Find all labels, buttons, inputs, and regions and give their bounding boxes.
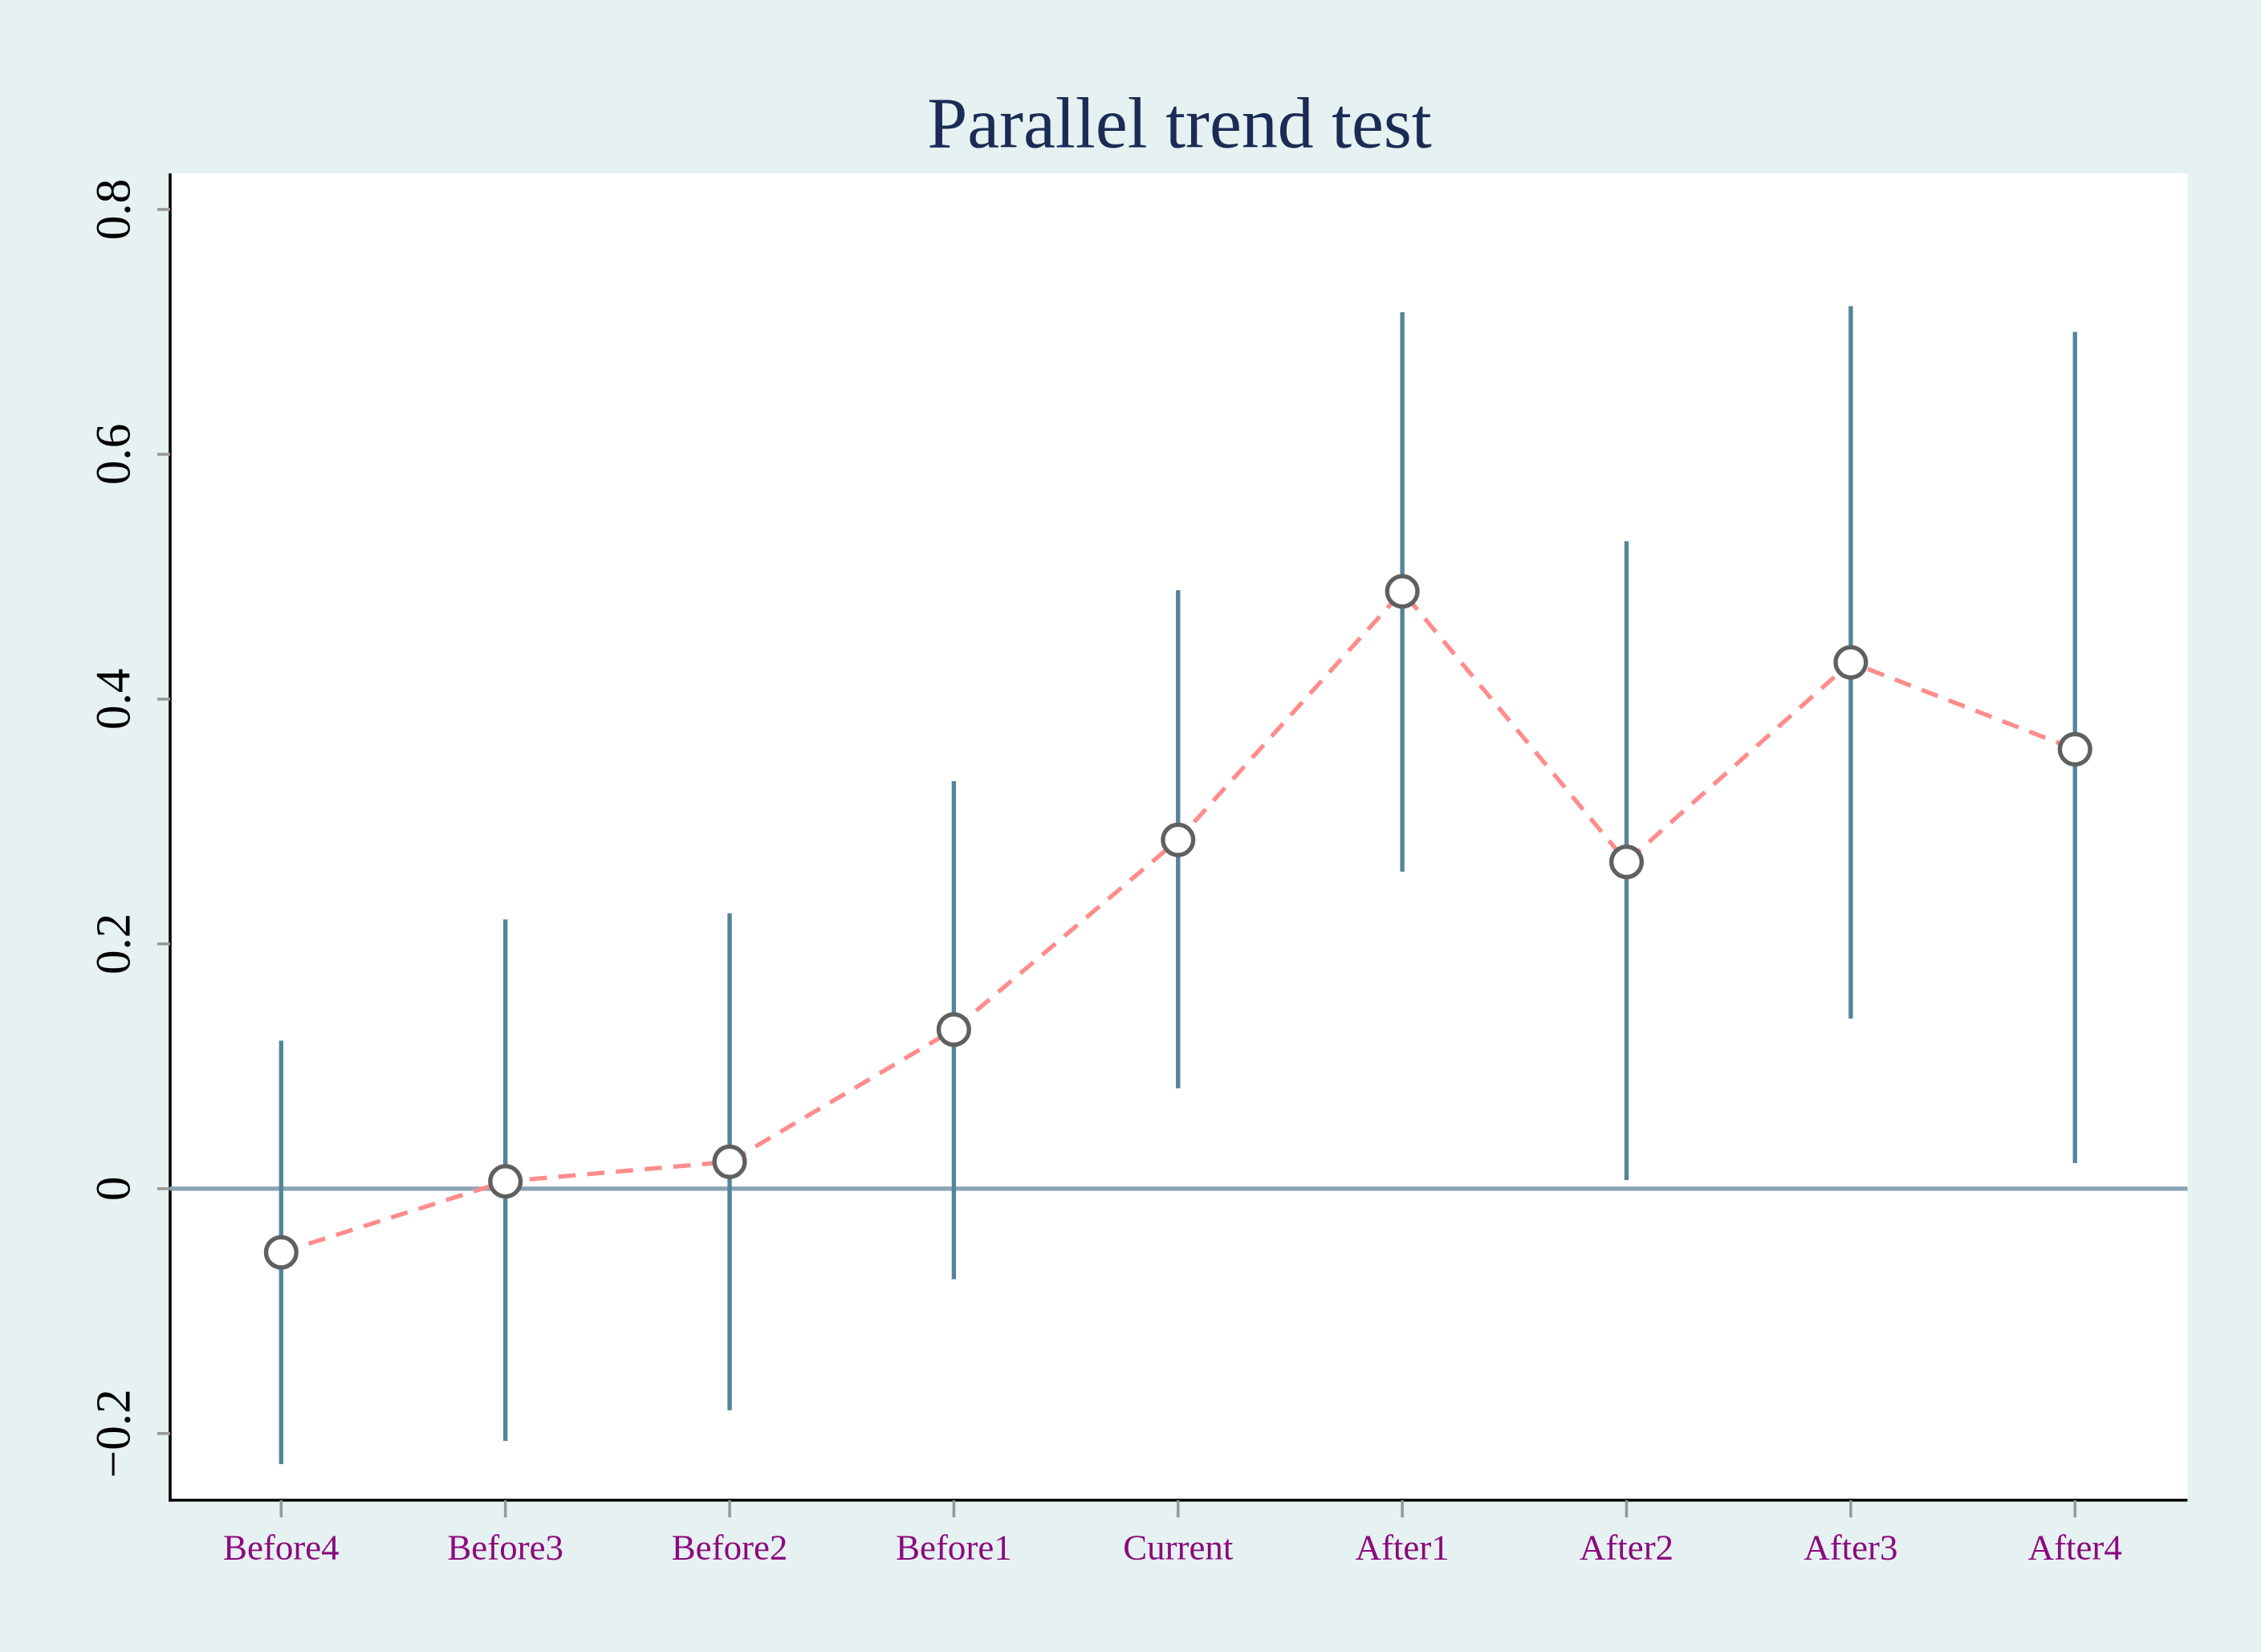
coefficient-point	[1833, 645, 1869, 680]
x-tick-label: Before4	[223, 1528, 340, 1568]
chart-title: Parallel trend test	[927, 84, 1432, 164]
x-tick-label: After4	[2028, 1528, 2122, 1568]
x-tick-label: After3	[1804, 1528, 1897, 1568]
coefficient-point	[2057, 731, 2092, 767]
x-axis: Before4 Before3 Before2 Before1 Current After…	[169, 1499, 2188, 1568]
y-tick-label: 0	[87, 1177, 141, 1202]
coefficient-point	[936, 1012, 971, 1048]
y-tick-label: 0.4	[87, 669, 141, 730]
coefficient-point	[1608, 844, 1645, 880]
x-tick-label: Before1	[896, 1528, 1012, 1568]
x-tick-label: Before2	[672, 1528, 788, 1568]
y-tick-label: 0.6	[87, 424, 141, 485]
chart-marks	[169, 306, 2188, 1464]
x-tick-label: Current	[1123, 1528, 1234, 1568]
y-tick-label: −0.2	[87, 1389, 141, 1478]
y-tick-label: 0.2	[87, 913, 141, 975]
y-axis: −0.2 0 0.2 0.4 0.6 0.8	[87, 173, 172, 1502]
coefficient-point	[712, 1144, 747, 1179]
coefficient-point	[263, 1235, 299, 1270]
x-tick-label: After2	[1580, 1528, 1673, 1568]
coefficient-point	[1161, 822, 1196, 857]
y-tick-label: 0.8	[87, 179, 141, 240]
x-tick-label: Before3	[447, 1528, 563, 1568]
x-tick-label: After1	[1356, 1528, 1450, 1568]
coefficient-point	[488, 1164, 523, 1199]
coefficient-point	[1385, 574, 1420, 609]
